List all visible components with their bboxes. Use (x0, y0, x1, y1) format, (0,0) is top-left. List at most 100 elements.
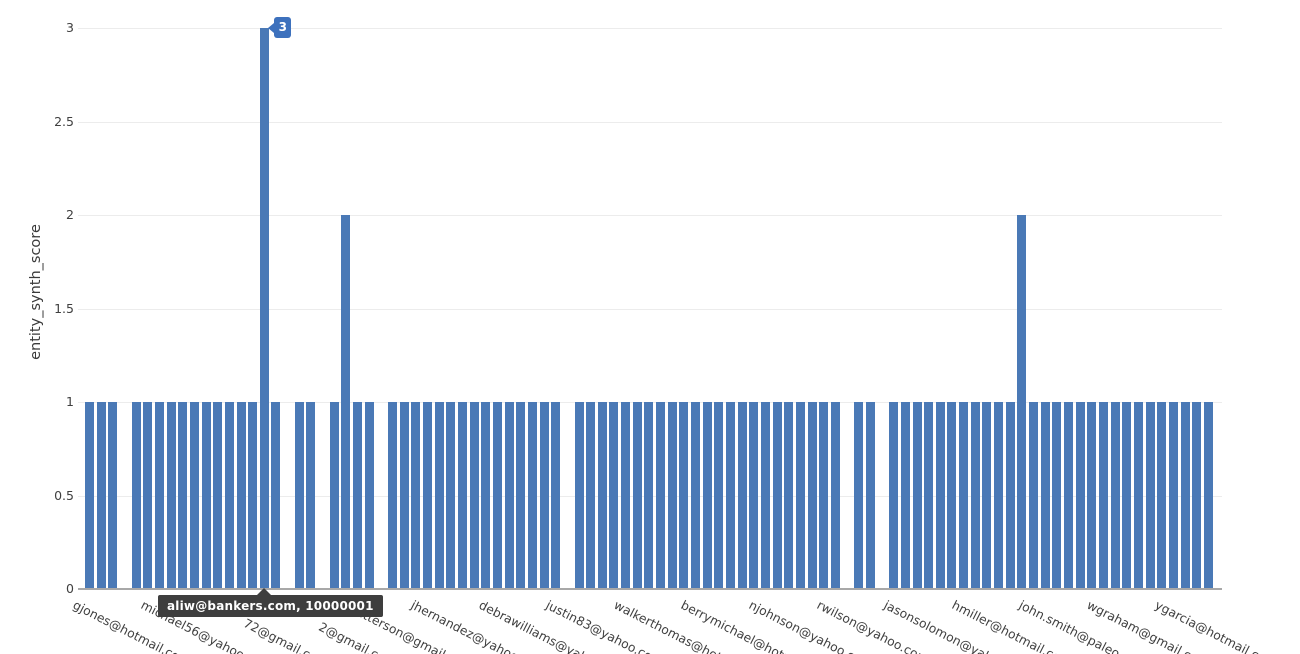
bar[interactable] (388, 402, 398, 589)
bar[interactable] (621, 402, 631, 589)
y-tick-label: 0.5 (54, 487, 74, 503)
bar[interactable] (294, 402, 304, 589)
bar[interactable] (1017, 215, 1027, 589)
bar[interactable] (691, 402, 701, 589)
bar[interactable] (924, 402, 934, 589)
bar[interactable] (807, 402, 817, 589)
bar[interactable] (772, 402, 782, 589)
bar[interactable] (1064, 402, 1074, 589)
bar[interactable] (154, 402, 164, 589)
bar[interactable] (178, 402, 188, 589)
bar[interactable] (912, 402, 922, 589)
bar[interactable] (434, 402, 444, 589)
bar[interactable] (1133, 402, 1143, 589)
bar[interactable] (760, 402, 770, 589)
bar[interactable] (702, 402, 712, 589)
bar[interactable] (644, 402, 654, 589)
bar[interactable] (411, 402, 421, 589)
bar[interactable] (609, 402, 619, 589)
bar[interactable] (492, 402, 502, 589)
bar[interactable] (947, 402, 957, 589)
y-axis-title: entity_synth_score (28, 224, 44, 360)
tooltip-caret-icon (255, 587, 272, 596)
bar[interactable] (527, 402, 537, 589)
bar[interactable] (481, 402, 491, 589)
bar[interactable] (784, 402, 794, 589)
bar[interactable] (1203, 402, 1213, 589)
bar[interactable] (504, 402, 514, 589)
bar[interactable] (224, 402, 234, 589)
bar[interactable] (889, 402, 899, 589)
bar[interactable] (597, 402, 607, 589)
bar[interactable] (213, 402, 223, 589)
bar[interactable] (632, 402, 642, 589)
y-tick-label: 1.5 (54, 300, 74, 316)
bar[interactable] (1075, 402, 1085, 589)
bar[interactable] (1052, 402, 1062, 589)
bar[interactable] (399, 402, 409, 589)
bar[interactable] (667, 402, 677, 589)
bar[interactable] (1157, 402, 1167, 589)
bar[interactable] (1192, 402, 1202, 589)
bar[interactable] (329, 402, 339, 589)
bar[interactable] (1040, 402, 1050, 589)
y-gridline (78, 28, 1222, 29)
bar[interactable] (341, 215, 351, 589)
bar[interactable] (749, 402, 759, 589)
bar[interactable] (457, 402, 467, 589)
bar[interactable] (446, 402, 456, 589)
bar[interactable] (143, 402, 153, 589)
bar[interactable] (259, 28, 269, 589)
bar[interactable] (795, 402, 805, 589)
bar[interactable] (248, 402, 258, 589)
bar[interactable] (935, 402, 945, 589)
bar[interactable] (189, 402, 199, 589)
bar[interactable] (994, 402, 1004, 589)
bar[interactable] (353, 402, 363, 589)
bar[interactable] (166, 402, 176, 589)
bar[interactable] (422, 402, 432, 589)
bar[interactable] (1087, 402, 1097, 589)
bar[interactable] (737, 402, 747, 589)
bar[interactable] (85, 402, 94, 589)
bar[interactable] (819, 402, 829, 589)
bar[interactable] (865, 402, 875, 589)
bar[interactable] (830, 402, 840, 589)
y-tick-label: 0 (66, 581, 74, 596)
bar[interactable] (982, 402, 992, 589)
bar[interactable] (1005, 402, 1015, 589)
bar[interactable] (131, 402, 141, 589)
bar[interactable] (574, 402, 584, 589)
bar[interactable] (970, 402, 980, 589)
bar[interactable] (96, 402, 106, 589)
bar[interactable] (1110, 402, 1120, 589)
bar[interactable] (854, 402, 864, 589)
bar[interactable] (1029, 402, 1039, 589)
bar[interactable] (201, 402, 211, 589)
bar[interactable] (1168, 402, 1178, 589)
bar[interactable] (551, 402, 561, 589)
bar[interactable] (469, 402, 479, 589)
bar[interactable] (236, 402, 246, 589)
bar[interactable] (1122, 402, 1132, 589)
bar[interactable] (1145, 402, 1155, 589)
bar[interactable] (108, 402, 118, 589)
bar[interactable] (271, 402, 281, 589)
bar[interactable] (586, 402, 596, 589)
y-tick-label: 1 (66, 394, 74, 409)
bar[interactable] (1098, 402, 1108, 589)
y-tick-label: 2.5 (54, 113, 74, 129)
bar[interactable] (726, 402, 736, 589)
bar[interactable] (1180, 402, 1190, 589)
bar[interactable] (714, 402, 724, 589)
bar[interactable] (679, 402, 689, 589)
bar[interactable] (900, 402, 910, 589)
bar[interactable] (656, 402, 666, 589)
bar[interactable] (539, 402, 549, 589)
bar[interactable] (306, 402, 316, 589)
bar[interactable] (959, 402, 969, 589)
bar[interactable] (516, 402, 526, 589)
bar[interactable] (364, 402, 374, 589)
hover-value-text: 3 (274, 17, 292, 38)
